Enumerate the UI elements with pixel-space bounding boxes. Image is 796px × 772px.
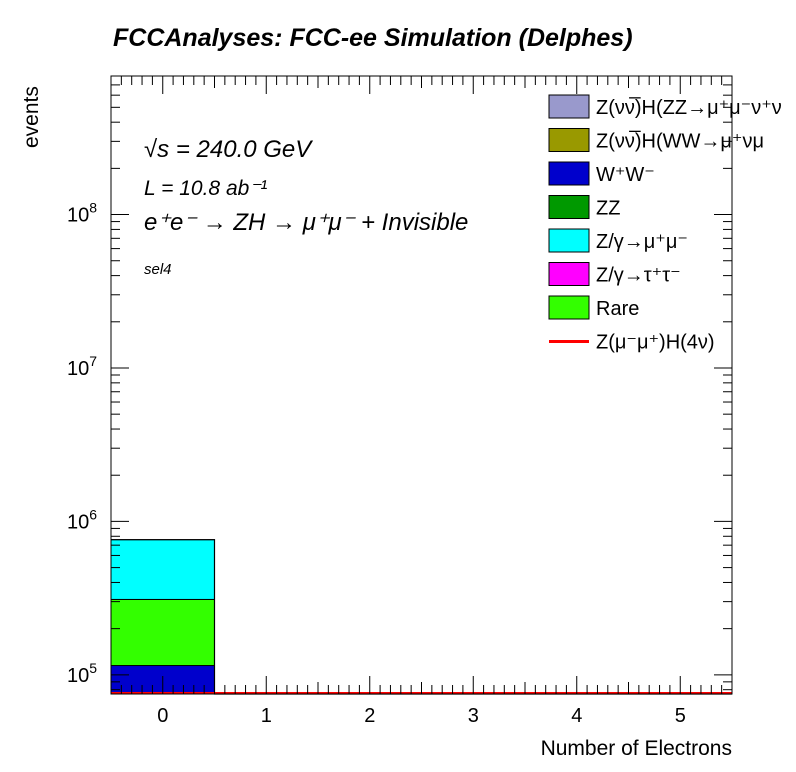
- x-tick-label: 5: [675, 705, 686, 727]
- x-tick-label: 2: [364, 705, 375, 727]
- annotation-selection: sel4: [144, 261, 172, 278]
- y-tick-label: 105: [67, 660, 97, 687]
- legend-swatch: [548, 94, 590, 119]
- y-axis-ticks: 105 106 107 108: [67, 75, 732, 691]
- legend-entry-label: ZZ: [596, 198, 620, 220]
- legend-swatch: [548, 262, 590, 286]
- legend-swatch: [548, 195, 590, 219]
- legend-swatch: [548, 295, 590, 320]
- legend-entry-label: Z/γ→μ⁺μ⁻: [596, 231, 688, 253]
- legend-entry-label: W⁺W⁻: [596, 164, 655, 186]
- chart-title: FCCAnalyses: FCC-ee Simulation (Delphes): [113, 24, 633, 52]
- y-tick-label: 108: [67, 200, 97, 227]
- x-axis-ticks: 0 1 2 3 4 5: [120, 76, 733, 727]
- x-tick-label: 3: [468, 705, 479, 727]
- legend: Z(νν̅)H(ZZ→μ⁺μ⁻ν⁺ν Z(νν̅)H(WW→μ⁺νμ W⁺W⁻ ZZ Z…: [548, 94, 782, 354]
- legend-swatch: [548, 128, 590, 152]
- annotation-sqrt-s: √s = 240.0 GeV: [144, 136, 313, 163]
- y-tick-label: 106: [67, 506, 97, 533]
- bar-1-bin-0: [110, 598, 215, 667]
- x-tick-label: 1: [261, 705, 272, 727]
- bar-2-bin-0: [110, 539, 215, 600]
- legend-entry-label: Z/γ→τ⁺τ⁻: [596, 265, 681, 287]
- x-tick-label: 0: [157, 705, 168, 727]
- legend-entry-label: Z(μ⁻μ⁺)H(4ν): [596, 332, 715, 354]
- legend-swatch: [548, 161, 590, 186]
- x-tick-label: 4: [571, 705, 582, 727]
- y-tick-label: 107: [67, 353, 97, 380]
- annotation-process: e⁺e⁻ → ZH → μ⁺μ⁻ + Invisible: [144, 209, 468, 236]
- annotations: √s = 240.0 GeV L = 10.8 ab⁻¹ e⁺e⁻ → ZH →…: [144, 136, 468, 278]
- y-axis-label: events: [20, 86, 43, 148]
- annotation-luminosity: L = 10.8 ab⁻¹: [144, 177, 267, 200]
- legend-swatch: [548, 228, 590, 253]
- histogram-bars: [110, 539, 732, 695]
- legend-entry-label: Z(νν̅)H(ZZ→μ⁺μ⁻ν⁺ν: [596, 96, 782, 119]
- legend-entry-label: Z(νν̅)H(WW→μ⁺νμ: [596, 130, 764, 153]
- x-axis-label: Number of Electrons: [541, 737, 732, 760]
- legend-entry-label: Rare: [596, 298, 639, 320]
